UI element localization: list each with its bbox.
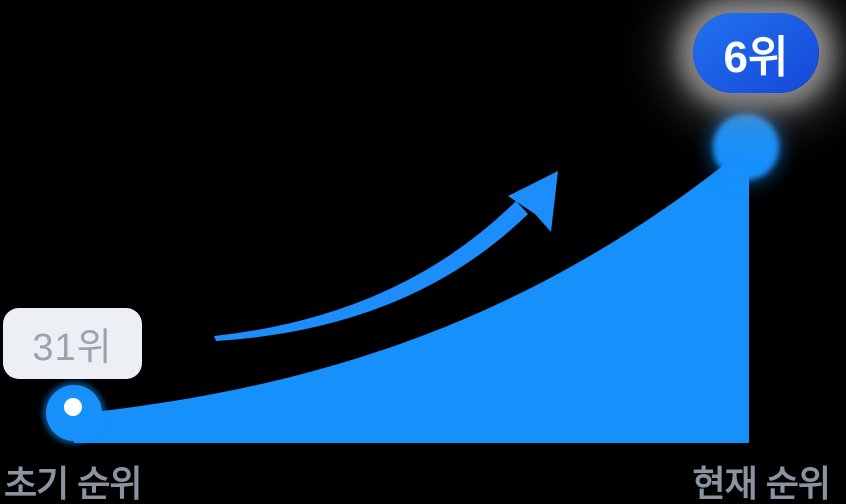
current-rank-badge: 6위 [693, 13, 819, 93]
start-point-center-dot [64, 398, 82, 416]
initial-rank-badge: 31위 [3, 308, 142, 379]
end-point-marker [713, 114, 779, 180]
current-rank-badge-label: 6위 [723, 33, 789, 82]
trend-arrow-head [508, 171, 558, 232]
axis-label-initial-rank: 초기 순위 [4, 463, 142, 504]
area-series [74, 148, 749, 443]
axis-label-current-rank: 현재 순위 [692, 463, 831, 504]
initial-rank-badge-label: 31위 [32, 327, 113, 369]
